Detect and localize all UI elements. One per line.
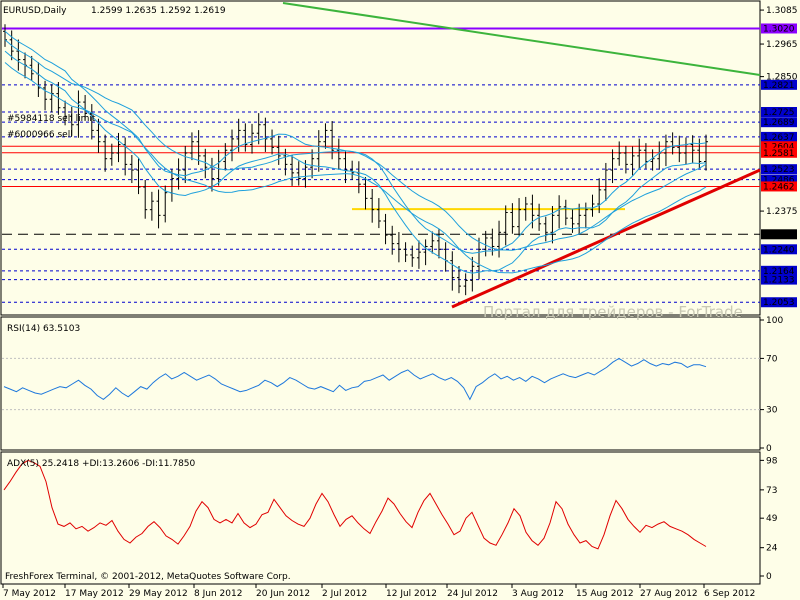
price-label-box xyxy=(761,174,797,185)
moving-average-line xyxy=(4,62,707,274)
price-label-box xyxy=(761,141,797,152)
price-label-text: 1.2581 xyxy=(763,149,795,159)
axes: 1.3085 1.2965 1.2850 1.2375 1.3020 1.2821 1.27… xyxy=(2,6,798,599)
price-label-text: 1.2604 xyxy=(763,142,795,152)
price-label-box xyxy=(761,23,797,34)
downtrend-line xyxy=(282,2,761,76)
price-tick-label: 1.2965 xyxy=(766,40,798,50)
price-panel-frame xyxy=(0,0,761,316)
rsi-panel-title: RSI(14) 63.5103 xyxy=(7,324,80,334)
adx-tick-label: 49 xyxy=(766,514,778,524)
rsi-tick-label: 100 xyxy=(766,316,783,326)
time-tick-label: 24 Jul 2012 xyxy=(447,589,498,599)
order-label-sell: #6000966 sell xyxy=(7,130,73,140)
order-label-sell-limit: #5984118 sell limit xyxy=(7,114,96,124)
rsi-line xyxy=(3,357,707,401)
watermark: Портал для трейдеров - ForTrade xyxy=(483,303,743,321)
rsi-tick-label: 0 xyxy=(766,444,772,454)
moving-average-line xyxy=(4,39,707,251)
price-label-box xyxy=(761,131,797,142)
price-label-box xyxy=(761,164,797,175)
price-tick-label: 1.2850 xyxy=(766,73,798,83)
adx-tick-label: 73 xyxy=(766,486,777,496)
price-scale: 1.3085 1.2965 1.2850 1.2375 1.3020 1.2821 1.27… xyxy=(760,6,798,308)
price-label-text: 1.2462 xyxy=(763,182,795,192)
price-label-text: 1.2164 xyxy=(763,267,795,277)
price-plot xyxy=(2,2,761,309)
price-label-text: 1.2053 xyxy=(763,298,795,308)
time-tick-label: 17 May 2012 xyxy=(65,589,124,599)
time-tick-label: 15 Aug 2012 xyxy=(576,589,634,599)
price-label-box xyxy=(761,274,797,285)
price-tick-label: 1.2375 xyxy=(766,207,798,217)
price-label-text: 1.2133 xyxy=(763,276,795,286)
rsi-plot xyxy=(2,357,760,411)
time-tick-label: 27 Aug 2012 xyxy=(640,589,698,599)
rsi-tick-label: 70 xyxy=(766,354,778,364)
price-label-box xyxy=(761,106,797,117)
price-label-box xyxy=(761,244,797,255)
price-label-text: 1.2240 xyxy=(763,245,795,255)
price-panel-ohlc: 1.2599 1.2635 1.2592 1.2619 xyxy=(91,6,226,16)
price-label-text: 1.3020 xyxy=(763,24,795,34)
price-label-box xyxy=(761,117,797,128)
adx-tick-label: 24 xyxy=(766,544,778,554)
adx-panel-title: ADX(5) 25.2418 +DI:13.2606 -DI:11.7850 xyxy=(7,459,196,469)
adx-plot xyxy=(3,459,707,550)
price-panel-title: EURUSD,Daily xyxy=(3,6,67,16)
rsi-tick-label: 30 xyxy=(766,406,778,416)
copyright-text: FreshForex Terminal, © 2001-2012, MetaQu… xyxy=(5,572,291,582)
price-label-box xyxy=(761,181,797,192)
price-label-box xyxy=(761,229,797,240)
adx-line xyxy=(3,459,707,550)
price-label-text: 1.2821 xyxy=(763,81,795,91)
price-label-text: 1.2523 xyxy=(763,165,795,175)
price-label-box xyxy=(761,79,797,90)
price-label-box xyxy=(761,265,797,276)
price-tick-label: 1.3085 xyxy=(766,6,798,16)
time-tick-label: 8 Jun 2012 xyxy=(194,589,242,599)
uptrend-line xyxy=(451,168,761,309)
time-tick-label: 12 Jul 2012 xyxy=(386,589,437,599)
time-tick-label: 3 Aug 2012 xyxy=(512,589,564,599)
time-tick-label: 20 Jun 2012 xyxy=(256,589,310,599)
price-label-box xyxy=(761,147,797,158)
price-label-text: 1.2637 xyxy=(763,133,795,143)
time-tick-label: 7 May 2012 xyxy=(3,589,56,599)
adx-tick-label: 0 xyxy=(766,572,772,582)
price-label-text: 1.2725 xyxy=(763,108,795,118)
adx-tick-label: 98 xyxy=(766,456,778,466)
adx-panel-frame xyxy=(0,451,761,585)
moving-average-line xyxy=(4,50,707,274)
price-label-text: 1.2689 xyxy=(763,118,795,128)
rsi-panel-frame xyxy=(0,316,761,451)
price-label-text: 1.2486 xyxy=(763,176,795,186)
time-tick-label: 2 Jul 2012 xyxy=(322,589,367,599)
time-tick-label: 6 Sep 2012 xyxy=(704,589,755,599)
price-label-text: 1.2293 xyxy=(763,230,795,240)
time-tick-label: 29 May 2012 xyxy=(129,589,188,599)
price-label-box xyxy=(761,297,797,308)
